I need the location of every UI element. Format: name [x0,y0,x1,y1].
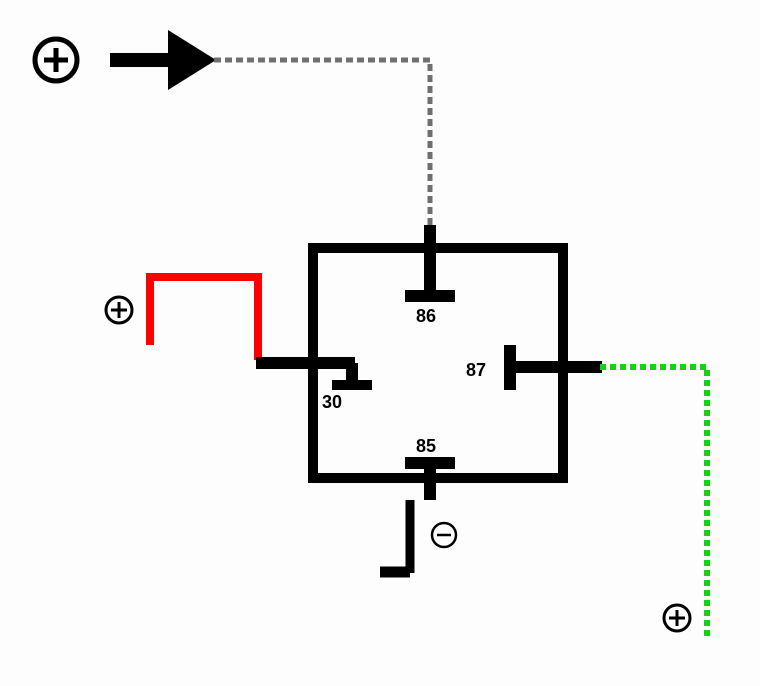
plus-symbol-main [35,39,77,81]
plus-symbol-red-wire [106,297,132,323]
pin-30-label: 30 [322,392,342,412]
pin-86-label: 86 [416,306,436,326]
plus-symbol-green-wire [664,605,690,631]
pin-85: 85 [405,436,455,500]
ground-stub [380,500,410,573]
pin-85-label: 85 [416,436,436,456]
pin-87-label: 87 [466,360,486,380]
pin-86: 86 [405,225,455,326]
pin-87: 87 [466,345,602,390]
minus-symbol [432,523,456,547]
wire-red [150,277,258,360]
relay-wiring-diagram: 86 30 87 85 [0,0,760,686]
input-arrow [110,30,216,90]
wire-green-dashed [600,367,707,638]
wire-grey-dashed [214,60,430,230]
